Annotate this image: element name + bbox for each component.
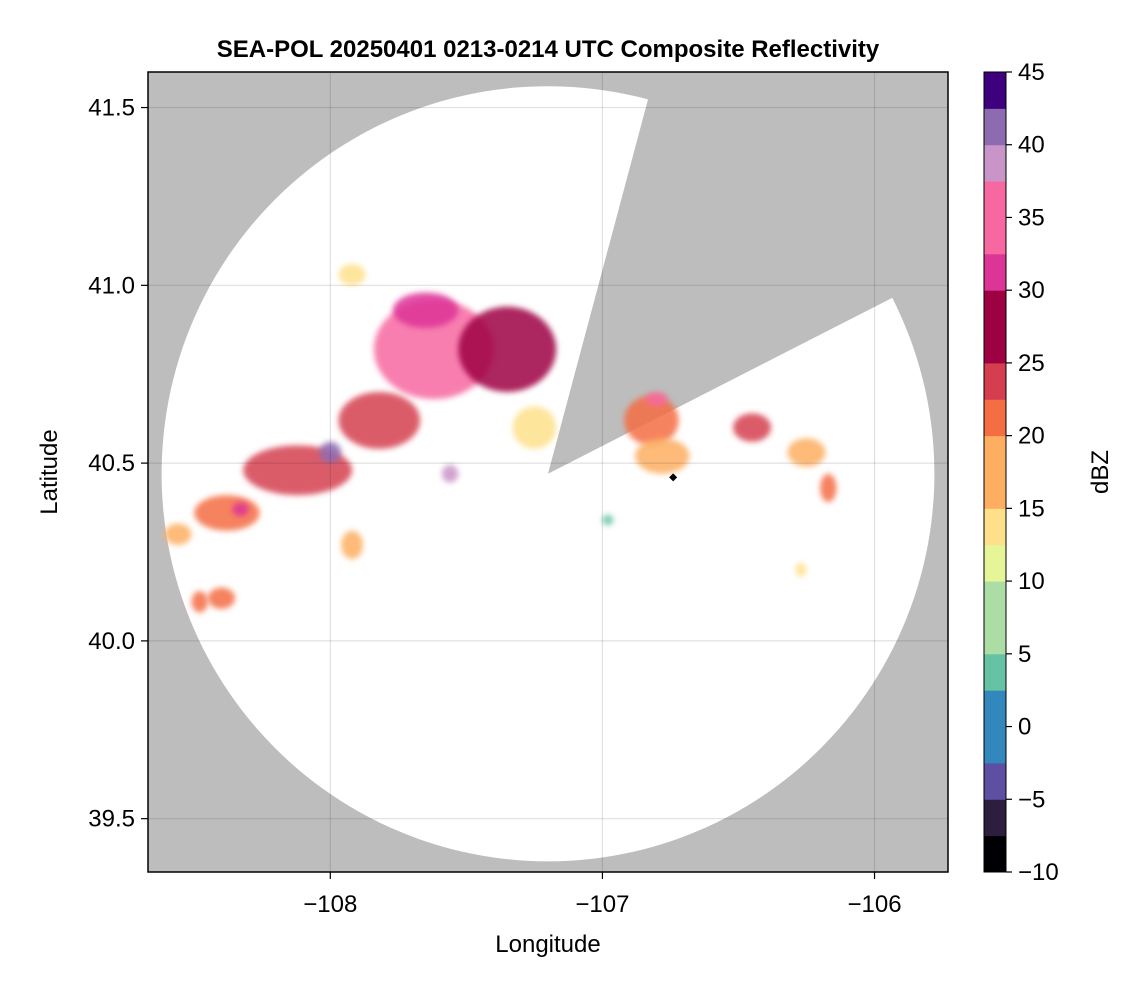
colorbar-band [984,290,1006,328]
colorbar-tick-label: 0 [1018,714,1031,741]
y-tick-label: 40.5 [88,450,135,477]
echo-western-band-2 [194,495,260,531]
colorbar-tick-label: −10 [1018,859,1059,886]
y-tick-label: 40.0 [88,628,135,655]
echo-south-blob-1 [207,587,236,609]
colorbar-tick-label: 30 [1018,277,1045,304]
echo-west-core-3 [232,502,249,517]
colorbar-band [984,108,1006,146]
colorbar-band [984,544,1006,582]
colorbar-band [984,835,1006,873]
echo-far-east-small [820,473,837,503]
colorbar-tick-label: 20 [1018,423,1045,450]
colorbar-tick-label: 5 [1018,641,1031,668]
echo-main-cell-north [392,292,459,328]
echo-western-band-tip [164,523,192,545]
colorbar-tick-label: 15 [1018,495,1045,522]
echo-isolated-2 [795,562,807,577]
plot-frame [147,71,949,873]
colorbar-band [984,472,1006,509]
colorbar-tick-label: 25 [1018,350,1045,377]
colorbar-band [984,508,1006,546]
y-tick-label: 41.5 [88,95,135,122]
colorbar-tick-label: 45 [1018,59,1045,86]
colorbar-band [984,326,1006,364]
x-axis: −108 −107 −106 [303,872,902,918]
echo-main-cell-core [373,299,494,400]
colorbar-tick-label: 40 [1018,132,1045,159]
colorbar-band [984,799,1006,837]
echo-central-fringe [512,406,557,449]
colorbar-band [984,399,1006,437]
colorbar-band [984,217,1006,255]
echo-south-blob-2 [191,591,208,613]
y-tick-label: 41.0 [88,272,135,299]
echo-west-core-2 [441,464,459,483]
plot-area [148,72,948,872]
x-tick-label: −107 [575,891,629,918]
colorbar-tick-label: 10 [1018,568,1045,595]
x-axis-label: Longitude [495,931,600,958]
x-tick-label: −108 [303,891,357,918]
y-axis-label: Latitude [36,429,63,514]
echo-east-cell-south [635,438,690,474]
colorbar-band [984,617,1006,655]
echo-east-cell-peak [645,392,668,407]
colorbar-frame [983,71,1007,873]
colorbar-tick-label: 35 [1018,204,1045,231]
colorbar-band [984,653,1006,691]
grid-lines [148,72,948,872]
colorbar-label: dBZ [1087,450,1114,494]
echo-far-east-cell [733,413,772,442]
colorbar-band [984,362,1006,400]
colorbar-band [984,726,1006,764]
colorbar-band [984,690,1006,728]
echo-isolated-1 [602,514,614,526]
markers [669,473,678,482]
chart-title: SEA-POL 20250401 0213-0214 UTC Composite… [217,36,880,63]
echo-main-cell-east [458,306,557,393]
colorbar-band [984,762,1006,800]
reflectivity-echoes [164,264,837,613]
colorbar-ticks: −10 −5 0 5 10 15 20 25 30 35 40 45 [1006,59,1059,886]
colorbar-band [984,435,1006,473]
colorbar-band [984,581,1006,618]
x-tick-label: −106 [847,891,901,918]
echo-west-core-1 [319,441,342,464]
y-tick-label: 39.5 [88,806,135,833]
colorbar-band [984,181,1006,218]
echo-north-fringe [338,264,366,286]
colorbar-band [984,144,1006,182]
echo-small-cell-south [341,530,363,560]
radar-location-marker [669,473,678,482]
colorbar-band [984,253,1006,291]
colorbar-band [984,72,1006,109]
echo-far-east-fringe [787,438,826,467]
echo-main-cell-southwest [338,392,421,449]
colorbar-bands [984,72,1006,873]
y-axis: 39.5 40.0 40.5 41.0 41.5 [88,95,148,833]
colorbar-tick-label: −5 [1018,786,1045,813]
echo-east-cell-core [624,395,679,446]
colorbar: −10 −5 0 5 10 15 20 25 30 35 40 45 dBZ [983,59,1114,886]
